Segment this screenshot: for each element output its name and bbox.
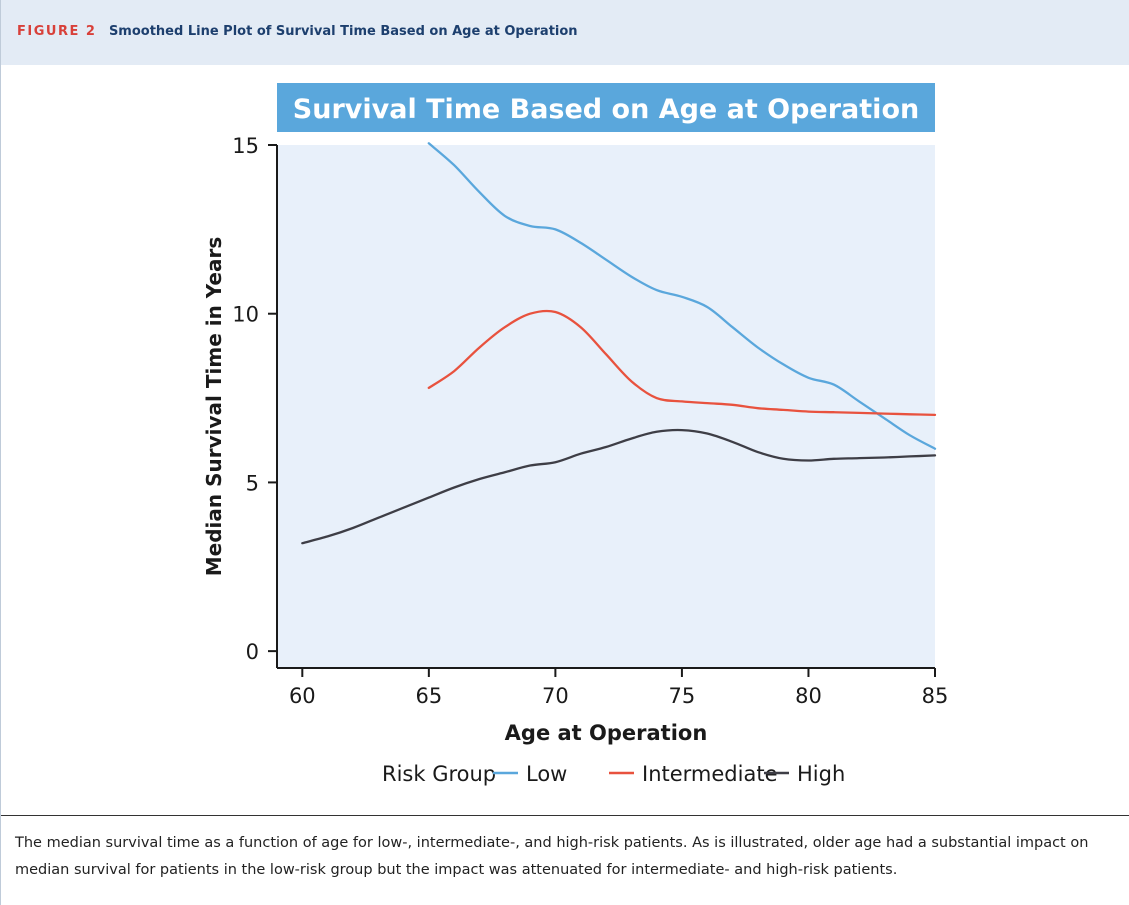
legend-label-low: Low [526, 762, 567, 786]
x-tick-label: 75 [669, 684, 696, 708]
figure-header: FIGURE 2 Smoothed Line Plot of Survival … [1, 0, 1129, 65]
caption-divider [1, 815, 1129, 816]
chart-legend: Risk Group Low Intermediate High [382, 762, 845, 786]
legend-label-high: High [797, 762, 845, 786]
x-tick-label: 60 [289, 684, 316, 708]
legend-label-intermediate: Intermediate [642, 762, 778, 786]
legend-title: Risk Group [382, 762, 496, 786]
chart-title-banner [277, 83, 935, 132]
chart-title: Survival Time Based on Age at Operation [293, 94, 919, 125]
figure-label: FIGURE 2 [17, 24, 97, 39]
y-tick-label: 0 [246, 640, 259, 664]
x-axis-label: Age at Operation [505, 721, 708, 745]
x-tick-label: 65 [415, 684, 442, 708]
plot-area [277, 145, 935, 668]
line-chart: Survival Time Based on Age at Operation 0… [202, 83, 949, 786]
y-axis-label: Median Survival Time in Years [202, 237, 226, 576]
x-tick-label: 80 [795, 684, 822, 708]
y-tick-label: 5 [246, 471, 259, 495]
figure-caption: The median survival time as a function o… [15, 835, 1089, 878]
series-line-high [301, 428, 937, 545]
series-line-low [427, 142, 937, 450]
x-tick-label: 85 [922, 684, 949, 708]
series-line-intermediate [427, 309, 937, 417]
x-tick-label: 70 [542, 684, 569, 708]
figure-title: Smoothed Line Plot of Survival Time Base… [108, 24, 578, 39]
y-tick-label: 10 [232, 303, 259, 327]
y-tick-label: 15 [232, 134, 259, 158]
